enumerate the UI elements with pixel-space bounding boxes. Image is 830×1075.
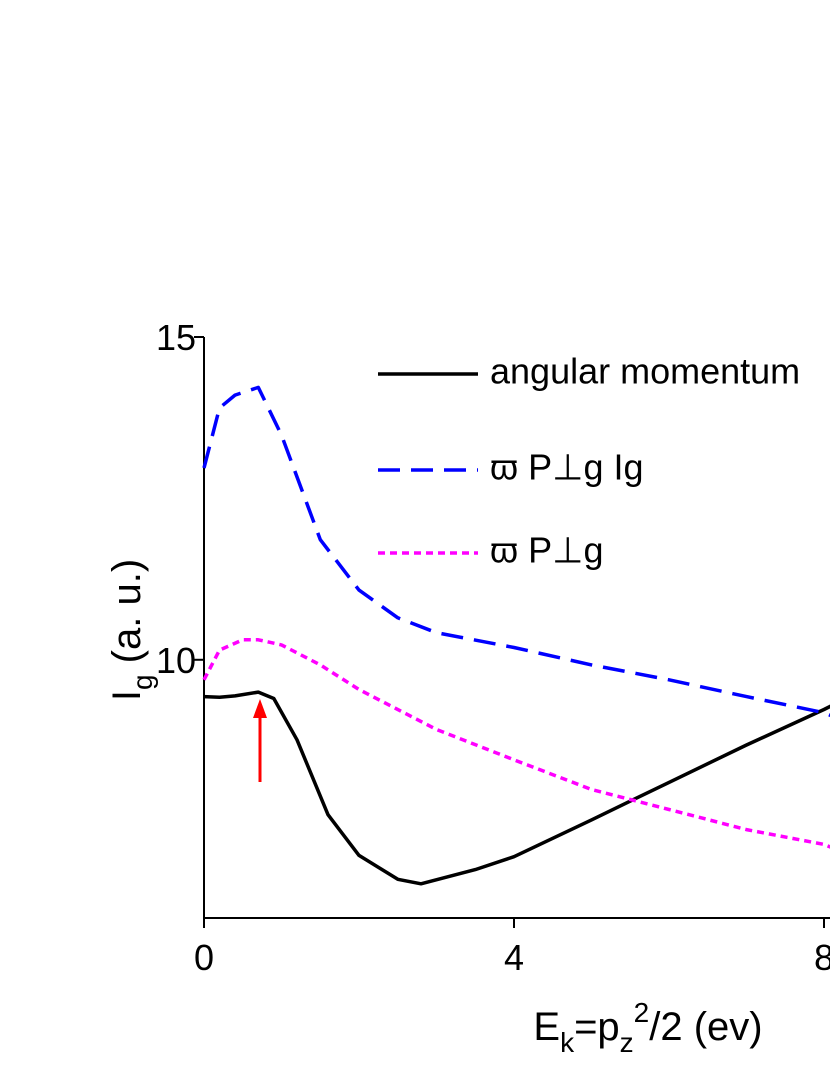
- series-line: [203, 690, 830, 886]
- label-part: g: [127, 674, 158, 690]
- legend-label: ϖ P⊥g: [490, 530, 604, 571]
- series-line: [202, 638, 830, 849]
- label-part: I: [105, 690, 149, 701]
- y-tick-label: 15: [156, 317, 196, 358]
- x-tick-label: 4: [504, 937, 524, 978]
- legend-label: angular momentum: [490, 351, 800, 392]
- arrow-head: [253, 699, 267, 718]
- label-part: /2 (ev): [649, 1005, 762, 1049]
- label-part: (a. u.): [105, 559, 149, 675]
- x-axis-label: Ek=pz2/2 (ev): [533, 997, 762, 1058]
- legend-label: ϖ P⊥g Ig: [490, 447, 644, 488]
- series-line: [202, 385, 830, 718]
- y-tick-label: 10: [156, 640, 196, 681]
- label-part: 2: [634, 997, 650, 1028]
- annotation-arrow: [253, 699, 267, 782]
- y-axis-label: Ig (a. u.): [105, 559, 158, 701]
- x-tick-label: 8: [814, 937, 830, 978]
- label-part: z: [620, 1027, 634, 1058]
- x-tick-label: 0: [194, 937, 214, 978]
- label-part: k: [560, 1027, 575, 1058]
- plot-area: 10 15 0 4 8 Ek=pz2/2 (ev) Ig (a. u.) angular mo…: [105, 317, 830, 1058]
- label-part: E: [533, 1005, 560, 1049]
- label-part: =p: [574, 1005, 620, 1049]
